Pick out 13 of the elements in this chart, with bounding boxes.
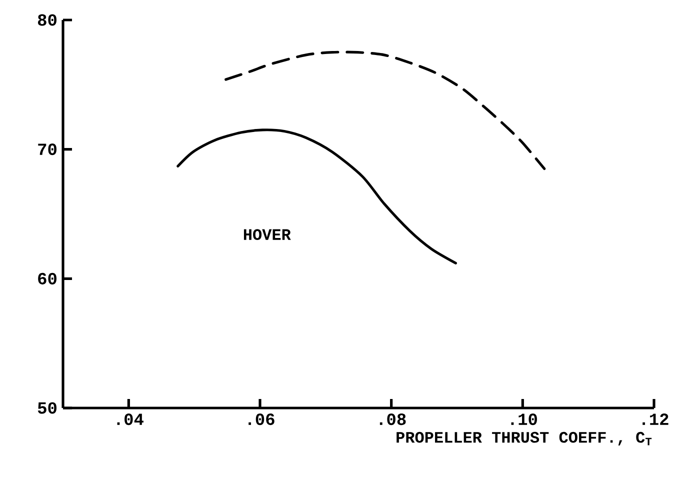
line-series: [224, 50, 546, 170]
x-axis-title: PROPELLER THRUST COEFF., C$_{T}$: [396, 432, 652, 446]
annotation: HOVER: [244, 229, 291, 240]
line-series: [176, 128, 457, 264]
x-tick-label: .04: [117, 414, 144, 426]
y-tick-label: 60: [38, 272, 56, 284]
y-tick-label: 50: [38, 402, 56, 414]
x-tick-label: .10: [511, 414, 537, 426]
y-tick-label: 80: [38, 14, 56, 26]
y-tick-label: 70: [38, 144, 56, 156]
x-tick-label: .12: [642, 414, 668, 425]
x-tick-label: .08: [380, 414, 406, 426]
x-tick-label: .06: [248, 414, 274, 426]
